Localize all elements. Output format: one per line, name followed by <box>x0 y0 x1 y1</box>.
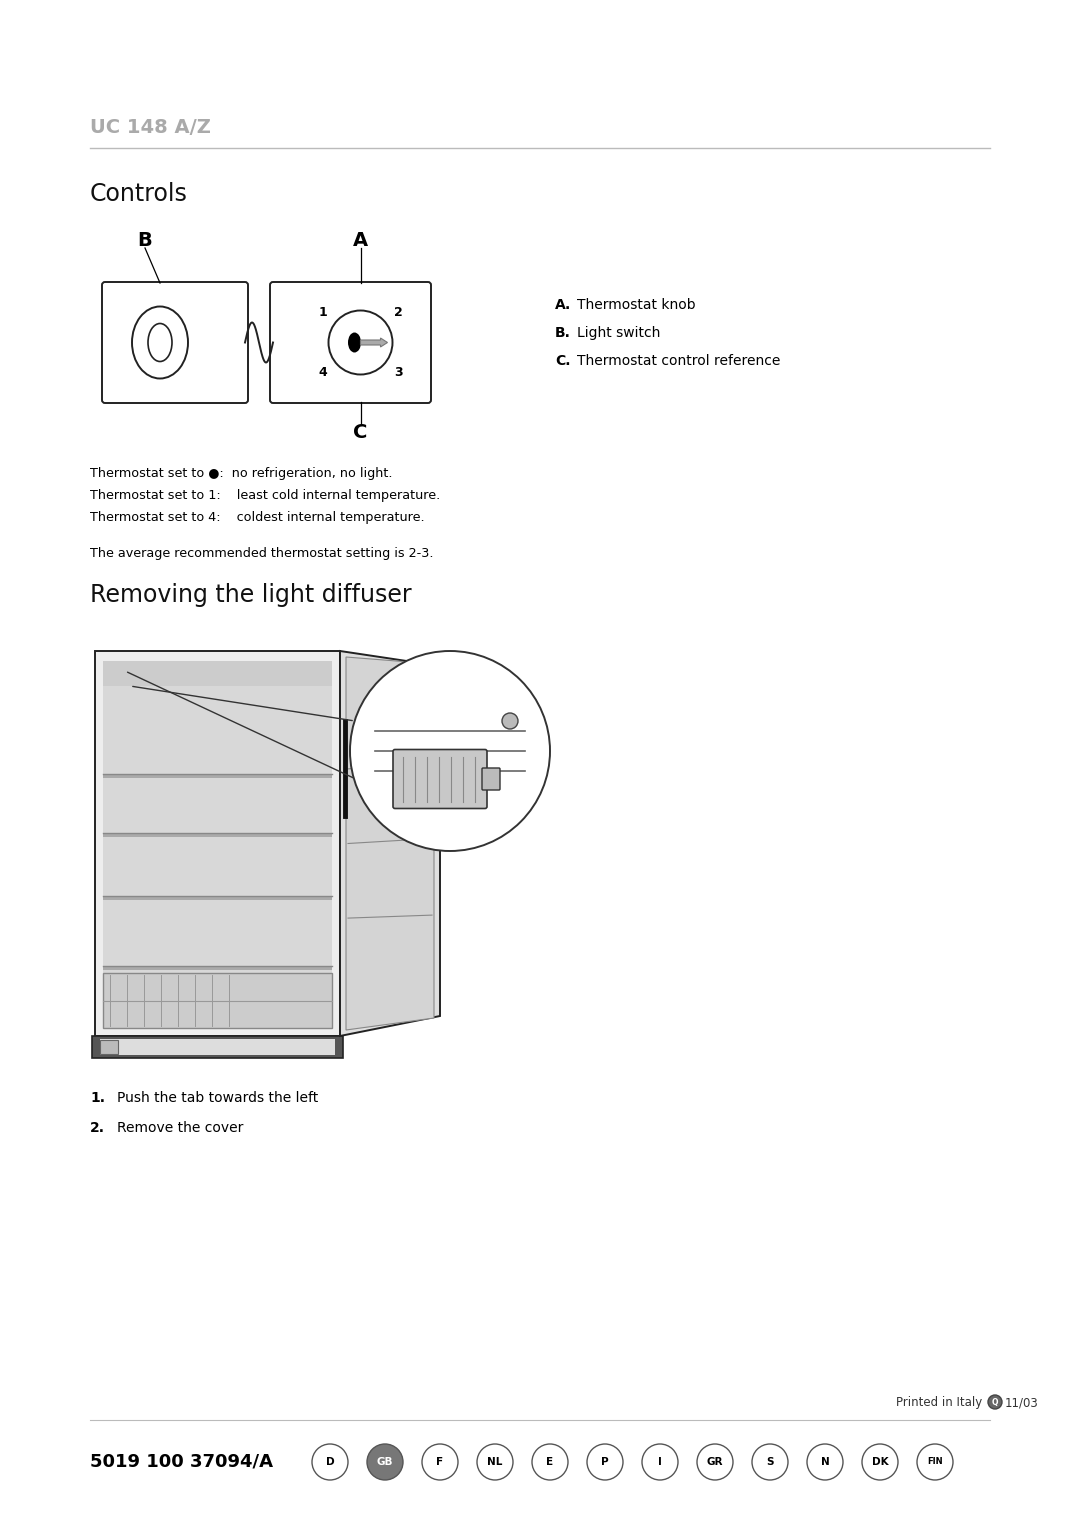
Circle shape <box>502 714 518 729</box>
Text: UC 148 A/Z: UC 148 A/Z <box>90 118 211 138</box>
Text: Thermostat knob: Thermostat knob <box>577 298 696 312</box>
Text: GB: GB <box>377 1458 393 1467</box>
Text: 11/03: 11/03 <box>1005 1397 1039 1409</box>
Circle shape <box>752 1444 788 1481</box>
Text: Removing the light diffuser: Removing the light diffuser <box>90 584 411 607</box>
Ellipse shape <box>348 333 361 353</box>
Ellipse shape <box>132 307 188 379</box>
Ellipse shape <box>148 324 172 362</box>
Text: Controls: Controls <box>90 182 188 206</box>
Text: DK: DK <box>872 1458 889 1467</box>
Text: Thermostat set to ●:  no refrigeration, no light.: Thermostat set to ●: no refrigeration, n… <box>90 468 392 480</box>
Circle shape <box>328 310 392 374</box>
Text: B.: B. <box>555 325 571 341</box>
Text: Thermostat set to 4:    coldest internal temperature.: Thermostat set to 4: coldest internal te… <box>90 510 424 524</box>
FancyBboxPatch shape <box>482 769 500 790</box>
Text: C: C <box>353 423 367 443</box>
Circle shape <box>532 1444 568 1481</box>
Text: C.: C. <box>555 354 570 368</box>
Text: 1: 1 <box>319 306 327 319</box>
FancyBboxPatch shape <box>100 1039 335 1054</box>
Circle shape <box>477 1444 513 1481</box>
FancyBboxPatch shape <box>270 283 431 403</box>
Text: 5019 100 37094/A: 5019 100 37094/A <box>90 1453 273 1471</box>
Text: Light switch: Light switch <box>577 325 660 341</box>
Text: 2.: 2. <box>90 1122 105 1135</box>
FancyBboxPatch shape <box>103 973 332 1028</box>
Text: Push the tab towards the left: Push the tab towards the left <box>117 1091 319 1105</box>
Text: GR: GR <box>706 1458 724 1467</box>
Text: FIN: FIN <box>928 1458 943 1467</box>
Polygon shape <box>346 657 434 1030</box>
Text: S: S <box>766 1458 773 1467</box>
Text: F: F <box>436 1458 444 1467</box>
Text: 3: 3 <box>394 367 403 379</box>
Circle shape <box>807 1444 843 1481</box>
FancyBboxPatch shape <box>95 651 340 1036</box>
Circle shape <box>862 1444 897 1481</box>
FancyBboxPatch shape <box>102 283 248 403</box>
FancyBboxPatch shape <box>103 662 332 686</box>
Text: D: D <box>326 1458 335 1467</box>
Circle shape <box>588 1444 623 1481</box>
FancyBboxPatch shape <box>393 750 487 808</box>
FancyBboxPatch shape <box>103 678 332 1028</box>
Text: Remove the cover: Remove the cover <box>117 1122 243 1135</box>
Circle shape <box>917 1444 953 1481</box>
Text: NL: NL <box>487 1458 502 1467</box>
Text: Thermostat set to 1:    least cold internal temperature.: Thermostat set to 1: least cold internal… <box>90 489 441 503</box>
Text: B: B <box>137 231 152 249</box>
Circle shape <box>350 651 550 851</box>
Text: Q: Q <box>991 1398 998 1406</box>
Polygon shape <box>340 651 440 1036</box>
Text: A.: A. <box>555 298 571 312</box>
Circle shape <box>642 1444 678 1481</box>
FancyBboxPatch shape <box>92 1036 343 1057</box>
Text: 4: 4 <box>319 367 327 379</box>
Circle shape <box>312 1444 348 1481</box>
Text: 1.: 1. <box>90 1091 105 1105</box>
Text: A: A <box>353 231 368 249</box>
Circle shape <box>422 1444 458 1481</box>
Text: I: I <box>658 1458 662 1467</box>
Circle shape <box>988 1395 1002 1409</box>
Text: P: P <box>602 1458 609 1467</box>
Circle shape <box>697 1444 733 1481</box>
Text: N: N <box>821 1458 829 1467</box>
FancyArrow shape <box>361 338 388 347</box>
FancyBboxPatch shape <box>100 1041 118 1054</box>
Circle shape <box>367 1444 403 1481</box>
Text: Thermostat control reference: Thermostat control reference <box>577 354 781 368</box>
Text: E: E <box>546 1458 554 1467</box>
Text: 2: 2 <box>394 306 403 319</box>
Text: Printed in Italy: Printed in Italy <box>896 1397 990 1409</box>
Text: The average recommended thermostat setting is 2-3.: The average recommended thermostat setti… <box>90 547 433 559</box>
